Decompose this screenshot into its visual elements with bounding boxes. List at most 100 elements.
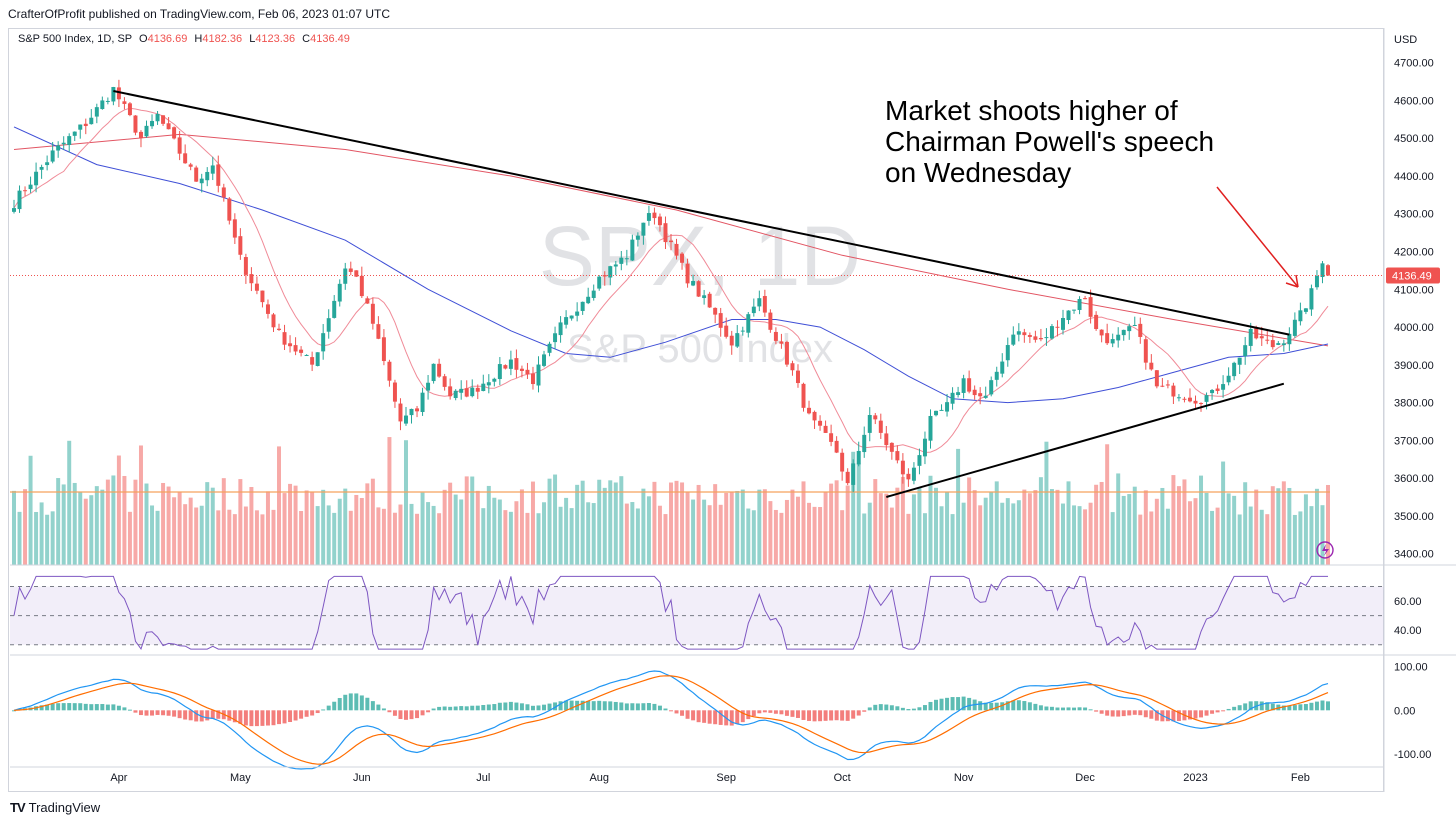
- candle: [867, 407, 872, 442]
- volume-bar: [641, 488, 646, 565]
- candle: [282, 324, 287, 350]
- candle: [210, 156, 215, 181]
- volume-bar: [702, 499, 707, 565]
- open-label: O: [139, 33, 148, 45]
- volume-bar: [315, 506, 320, 565]
- candle-body: [492, 378, 497, 382]
- macd-histogram-bar: [1314, 701, 1319, 711]
- macd-histogram-bar: [56, 703, 61, 711]
- candle-body: [613, 264, 618, 267]
- candle: [1027, 332, 1032, 344]
- macd-histogram-bar: [50, 703, 55, 711]
- candle: [183, 144, 188, 164]
- candle-body: [105, 100, 110, 102]
- tradingview-logo-icon[interactable]: TV: [10, 800, 26, 815]
- macd-histogram-bar: [1199, 710, 1204, 718]
- candle: [34, 162, 39, 193]
- macd-histogram-bar: [426, 710, 431, 713]
- candle-body: [856, 450, 861, 465]
- volume-bar: [282, 493, 287, 565]
- candle-body: [713, 307, 718, 315]
- candle: [900, 453, 905, 484]
- candle: [1055, 320, 1060, 337]
- candle-body: [1094, 314, 1099, 330]
- volume-bar: [1094, 484, 1099, 565]
- last-price-label: 4136.49: [1392, 270, 1432, 282]
- macd-histogram-bar: [691, 710, 696, 721]
- volume-bar: [696, 484, 701, 565]
- symbol-line[interactable]: S&P 500 Index, 1D, SP: [18, 33, 132, 45]
- candle: [663, 216, 668, 250]
- candle: [243, 253, 248, 284]
- candle: [1011, 326, 1016, 346]
- candle: [288, 335, 293, 353]
- candle-body: [116, 87, 121, 100]
- candle: [310, 351, 315, 372]
- candle-body: [669, 240, 673, 243]
- candle: [470, 379, 475, 398]
- candle: [227, 197, 232, 225]
- macd-signal-line: [13, 675, 1329, 765]
- candle-body: [1176, 397, 1181, 399]
- volume-bar: [116, 455, 121, 565]
- candle-body: [1270, 340, 1275, 348]
- candle-body: [680, 253, 685, 263]
- candle-body: [674, 243, 679, 256]
- candle: [1138, 317, 1143, 344]
- volume-bar: [663, 514, 668, 565]
- volume-bar: [829, 483, 834, 565]
- candle-body: [624, 258, 629, 260]
- volume-bar: [343, 488, 348, 565]
- macd-histogram-bar: [144, 710, 149, 716]
- brand-name[interactable]: TradingView: [28, 800, 101, 815]
- candle: [558, 316, 563, 343]
- candle: [1088, 289, 1093, 324]
- volume-bar: [492, 497, 497, 565]
- candle-body: [801, 383, 806, 408]
- volume-bar: [503, 510, 508, 565]
- candle: [1210, 389, 1215, 400]
- volume-bar: [862, 513, 867, 565]
- price-tick: 3600.00: [1394, 473, 1434, 485]
- candle-body: [1320, 263, 1325, 278]
- macd-histogram-bar: [205, 710, 210, 721]
- macd-histogram-bar: [288, 710, 293, 723]
- volume-bar: [525, 512, 530, 565]
- candle: [530, 366, 535, 390]
- candle: [961, 374, 966, 399]
- macd-histogram-bar: [1132, 710, 1137, 715]
- volume-bar: [978, 505, 983, 565]
- candle-body: [939, 409, 944, 411]
- candle: [1243, 336, 1248, 365]
- volume-bar: [398, 504, 403, 565]
- candle-body: [1298, 310, 1303, 322]
- candle: [271, 312, 276, 332]
- candle: [404, 406, 408, 426]
- candle-body: [277, 328, 281, 330]
- candle: [503, 364, 508, 370]
- candle: [232, 213, 237, 244]
- macd-histogram-bar: [304, 710, 309, 717]
- candle-body: [1072, 309, 1077, 311]
- candle-body: [409, 408, 414, 416]
- candle: [862, 426, 867, 458]
- candle-body: [818, 420, 823, 426]
- candle-body: [376, 324, 381, 339]
- macd-histogram-bar: [415, 710, 420, 719]
- candle-body: [475, 387, 480, 392]
- macd-histogram-bar: [542, 704, 547, 711]
- candle-body: [812, 411, 817, 421]
- candle: [702, 289, 707, 305]
- volume-bar: [1187, 501, 1192, 565]
- candle: [840, 448, 845, 481]
- volume-bar: [299, 510, 304, 565]
- lightning-glyph: [1322, 544, 1329, 556]
- candle-body: [150, 120, 155, 127]
- candle: [635, 232, 640, 247]
- volume-bar: [161, 482, 166, 565]
- macd-histogram-bar: [1110, 710, 1115, 717]
- candle: [768, 309, 773, 333]
- macd-histogram-bar: [155, 710, 160, 715]
- candle-body: [779, 341, 784, 344]
